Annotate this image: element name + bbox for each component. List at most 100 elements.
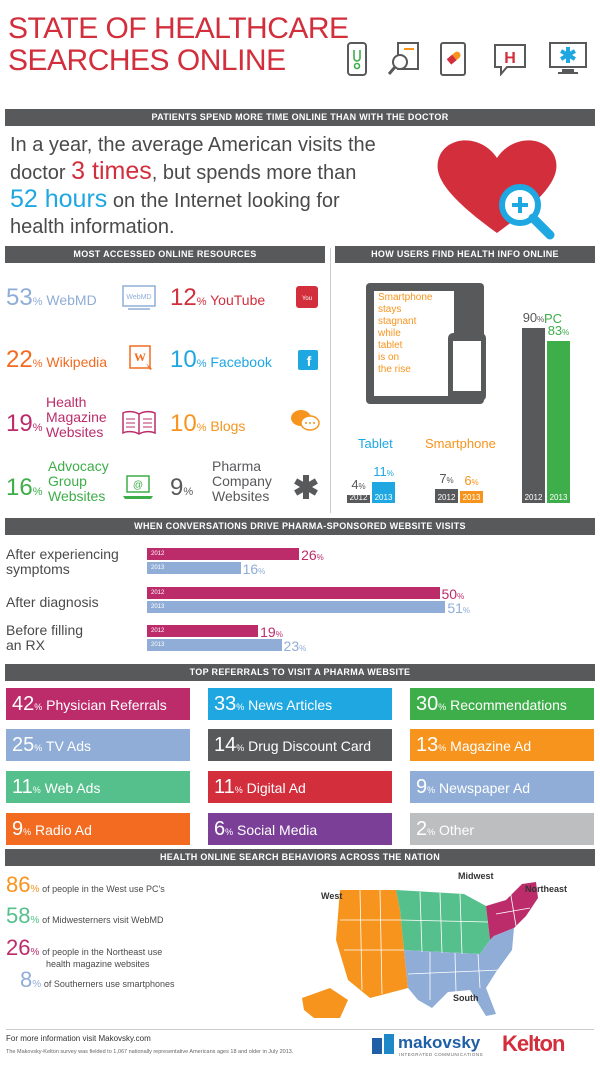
nation-banner: HEALTH ONLINE SEARCH BEHAVIORS ACROSS TH… [5,849,595,866]
kelton-logo: Kelton [502,1031,565,1056]
intro-text-b: doctor [10,162,72,184]
referral-physician-referrals: 42% Physician Referrals [6,688,190,720]
device-bar-tablet-2012: 2012 [347,493,370,503]
bar-year-label: 2012 [437,492,456,502]
footer-divider [6,1029,594,1030]
resource-health-magazine-value: 19% [6,410,43,437]
visits-value: 3 times [71,157,152,185]
resource-webmd: 53% WebMD [6,284,97,311]
svg-text:WebMD: WebMD [126,294,151,301]
page-title-line1: STATE OF HEALTHCARE [8,12,349,45]
category-symptoms: After experiencing symptoms [6,546,119,577]
pc-label: PC [544,311,563,326]
hospital-chat-icon: H [494,44,526,76]
intro-text-c: , but spends more than [151,162,357,184]
conv-bar-0-2012: 2012 [147,548,300,560]
heart-magnifier-icon [437,140,557,240]
conv-value-1-2012: 50% [441,586,465,602]
device-bar-pc-2012: 2012 [522,327,545,503]
nation-stat-0: 86% of people in the West use PC's [6,872,165,897]
conv-value-1-2013: 51% [447,600,471,616]
referral-newspaper-ad: 9% Newspaper Ad [410,771,594,803]
section-divider [330,248,331,513]
resource-advocacy-value: 16% [6,474,43,501]
computer-medical-icon [549,42,587,74]
resources-banner: MOST ACCESSED ONLINE RESOURCES [5,246,325,263]
device-value-tablet-2012: 4% [351,477,366,492]
svg-text:H: H [504,50,516,67]
conversations-banner: WHEN CONVERSATIONS DRIVE PHARMA-SPONSORE… [5,518,595,535]
us-map [302,882,538,1018]
svg-text:@: @ [133,480,143,491]
smartphone-label: Smartphone [425,436,496,451]
resource-pharma-label: Pharma Company Websites [212,458,272,504]
region-label-midwest: Midwest [458,871,494,881]
makovsky-logo-mark [372,1034,394,1054]
footer-more-info[interactable]: For more information visit Makovsky.com [6,1034,151,1043]
magnifier-document-icon [388,42,419,75]
device-value-smartphone-2012: 7% [439,471,454,487]
svg-text:f: f [307,353,312,369]
magazine-icon [122,410,156,435]
bar-year-label: 2012 [524,493,543,502]
medical-star-icon [294,475,318,499]
region-label-south: South [453,993,479,1003]
svg-text:You: You [302,296,312,302]
makovsky-logo: makovsky [398,1033,481,1052]
intro-text: In a year, the average American visits t… [10,132,430,240]
referral-digital-ad: 11% Digital Ad [208,771,392,803]
nation-stat-1: 58% of Midwesterners visit WebMD [6,903,164,928]
intro-text-e: health information. [10,216,175,238]
resource-advocacy-label: Advocacy Group Websites [48,458,109,504]
device-callout: Smartphone stays stagnant while tablet is on t… [378,292,433,375]
conv-value-2-2012: 19% [260,624,283,640]
device-value-smartphone-2013: 6% [464,473,479,489]
referral-other: 2% Other [410,813,594,845]
referral-recommendations: 30% Recommendations [410,688,594,720]
tablet-pill-icon [440,42,466,76]
bar-year-label: 2013 [462,492,481,502]
conv-value-0-2012: 26% [301,547,324,563]
device-bar-smartphone-2012: 2012 [435,489,458,503]
patients-banner: PATIENTS SPEND MORE TIME ONLINE THAN WIT… [5,109,595,126]
footer-survey-note: The Makovsky-Kelton survey was fielded t… [6,1049,294,1055]
referral-drug-discount-card: 14% Drug Discount Card [208,729,392,761]
nation-stat-3: 8% of Southerners use smartphones [20,967,175,992]
youtube-icon: You [296,286,318,308]
conv-bar-2-2013: 2013 [147,639,282,651]
device-value-pc-2012: 90% [522,309,545,325]
devices-banner: HOW USERS FIND HEALTH INFO ONLINE [335,246,595,263]
category-rx: Before filling an RX [6,622,84,653]
conv-bar-1-2013: 2013 [147,601,446,613]
intro-text-d: on the Internet looking for [107,190,340,212]
facebook-icon: f [298,350,318,370]
device-bar-pc-2013: 2013 [547,341,570,503]
referral-web-ads: 11% Web Ads [6,771,190,803]
region-label-northeast: Northeast [525,884,568,894]
laptop-at-icon: @ [123,475,153,499]
referral-social-media: 6% Social Media [208,813,392,845]
conv-bar-1-2012: 2012 [147,587,440,599]
smartphone-stethoscope-icon [347,42,367,76]
intro-text-a: In a year, the average American visits t… [10,134,376,156]
nation-stat-2: 26% of people in the Northeast use health… [6,935,163,970]
conv-value-0-2013: 16% [242,561,266,577]
bar-year-label: 2013 [374,492,393,502]
webmd-icon: WebMD [122,285,156,310]
referral-radio-ad: 9% Radio Ad [6,813,190,845]
conv-bar-0-2013: 2013 [147,562,241,574]
resource-facebook: 10% Facebook [170,346,272,373]
chat-bubbles-icon [291,410,320,431]
resource-wikipedia: 22% Wikipedia [6,346,108,373]
referral-tv-ads: 25% TV Ads [6,729,190,761]
page-title-line2: SEARCHES ONLINE [8,44,286,77]
resource-blogs: 10% Blogs [170,410,246,437]
device-value-tablet-2013: 11% [373,463,394,479]
tablet-smartphone-illustration [366,283,486,404]
hours-value: 52 hours [10,185,108,213]
device-bar-tablet-2013: 2013 [372,481,395,503]
resource-health-magazine-label: Health Magazine Websites [46,394,107,440]
conv-bar-2-2012: 2012 [147,625,259,637]
makovsky-logo-sub: INTEGRATED COMMUNICATIONS [399,1052,484,1057]
svg-text:W: W [134,350,146,364]
